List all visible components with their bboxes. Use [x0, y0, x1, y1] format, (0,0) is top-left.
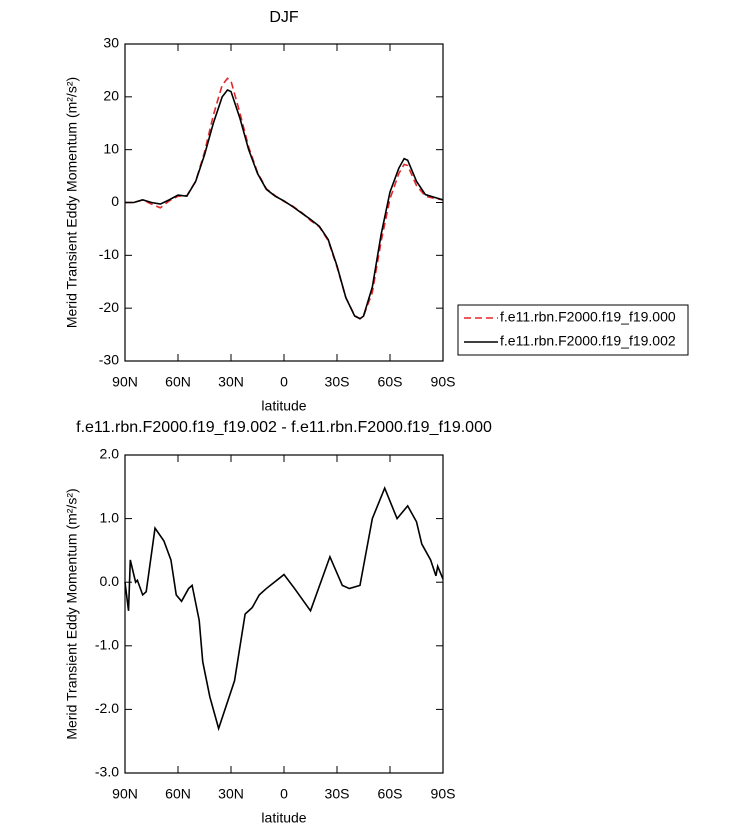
x-tick-label: 90S	[431, 786, 456, 802]
data-line	[125, 88, 444, 320]
x-tick-label: 30S	[325, 374, 350, 390]
y-tick-label: 10	[103, 140, 119, 156]
y-tick-label: 30	[103, 35, 119, 51]
chart-title: f.e11.rbn.F2000.f19_f19.002 - f.e11.rbn.…	[76, 419, 492, 436]
x-tick-label: 60S	[378, 374, 403, 390]
legend-label: f.e11.rbn.F2000.f19_f19.000	[500, 309, 676, 325]
x-tick-label: 0	[280, 786, 288, 802]
x-tick-label: 90S	[431, 374, 456, 390]
y-tick-label: -10	[99, 246, 119, 262]
y-tick-label: 0	[111, 193, 119, 209]
y-tick-label: 2.0	[100, 446, 120, 462]
x-axis-label: latitude	[261, 810, 306, 826]
y-tick-label: 20	[103, 88, 119, 104]
x-tick-label: 30N	[218, 374, 244, 390]
x-tick-label: 0	[280, 374, 288, 390]
y-tick-label: 0.0	[100, 573, 120, 589]
y-tick-label: -1.0	[95, 637, 119, 653]
x-tick-label: 30N	[218, 786, 244, 802]
y-tick-label: -20	[99, 299, 119, 315]
y-tick-label: 1.0	[100, 509, 120, 525]
data-line	[125, 77, 444, 320]
x-tick-label: 90N	[112, 786, 138, 802]
y-tick-label: -3.0	[95, 764, 119, 780]
x-tick-label: 90N	[112, 374, 138, 390]
y-tick-label: -2.0	[95, 700, 119, 716]
legend-label: f.e11.rbn.F2000.f19_f19.002	[500, 333, 676, 349]
data-line	[124, 485, 444, 732]
y-tick-label: -30	[99, 352, 119, 368]
y-axis-label: Merid Transient Eddy Momentum (m²/s²)	[64, 488, 80, 739]
x-tick-label: 60N	[165, 786, 191, 802]
chart-title: DJF	[269, 9, 299, 26]
plot-frame	[124, 454, 444, 774]
legend-box	[457, 304, 689, 356]
x-tick-label: 30S	[325, 786, 350, 802]
plot-frame	[124, 43, 444, 362]
y-axis-label: Merid Transient Eddy Momentum (m²/s²)	[64, 77, 80, 328]
x-tick-label: 60N	[165, 374, 191, 390]
x-tick-label: 60S	[378, 786, 403, 802]
x-axis-label: latitude	[261, 398, 306, 414]
